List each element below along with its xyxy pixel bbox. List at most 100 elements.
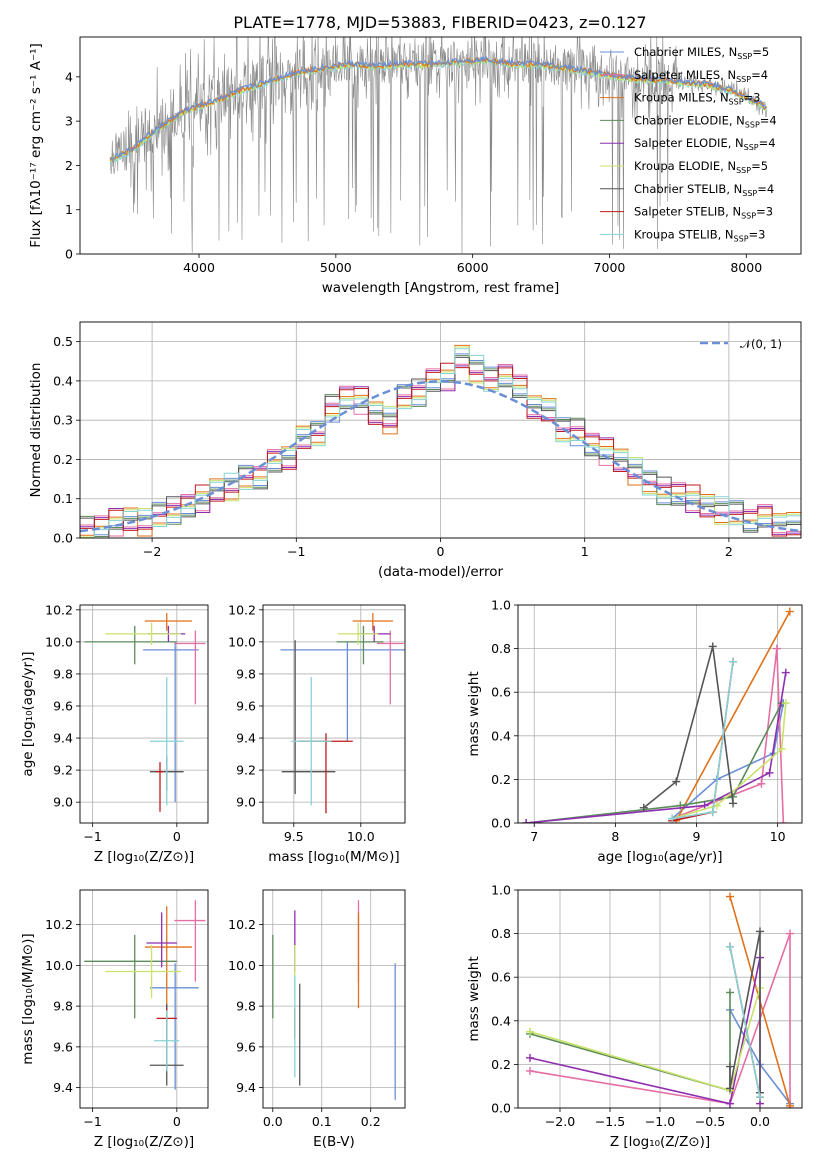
- x-tick-label: 0.0: [263, 1114, 283, 1129]
- mass-weight-line: [526, 672, 787, 823]
- x-tick-label: −1.0: [645, 1114, 675, 1129]
- legend-subscript: SSP: [745, 120, 760, 129]
- x-tick-label: −1: [287, 544, 305, 559]
- y-tick-label: 0.8: [491, 926, 511, 941]
- y-tick-label: 9.6: [53, 698, 73, 713]
- y-tick-label: 10.0: [45, 958, 73, 973]
- y-tick-label: 9.6: [53, 1039, 73, 1054]
- y-tick-label: 10.0: [228, 958, 256, 973]
- x-tick-label: 0: [437, 544, 445, 559]
- y-tick-label: 4: [65, 69, 73, 84]
- y-tick-label: 10.2: [45, 602, 73, 617]
- x-tick-label: 2: [725, 544, 733, 559]
- mass-vs-ebv-frame: [262, 889, 406, 1109]
- x-tick-label: −0.5: [695, 1114, 725, 1129]
- y-tick-label: 9.6: [236, 698, 256, 713]
- legend-count: =4: [760, 113, 777, 127]
- mass-vs-z-panel: −1 0 9.4 9.6 9.8 10.0 10.2 Z [log₁₀(Z/Z⊙)] mass …: [20, 889, 209, 1150]
- y-tick-label: 9.8: [53, 666, 73, 681]
- mass-weight-line: [675, 611, 791, 822]
- y-tick-label: 10.0: [45, 634, 73, 649]
- age-vs-mass-frame: [262, 604, 406, 824]
- x-tick-label: 5000: [320, 260, 352, 275]
- residual-legend: 𝒩(0, 1): [700, 337, 782, 351]
- y-tick-label: 9.0: [53, 795, 73, 810]
- x-tick-label: 0.2: [361, 1114, 381, 1129]
- spectrum-frame: [79, 36, 802, 255]
- mass-weight-line: [729, 946, 761, 1098]
- residual-histogram: [80, 356, 801, 538]
- mass-weight-line: [671, 703, 787, 820]
- x-axis-label: mass [log₁₀(M/M⊙)]: [268, 849, 399, 865]
- age-vs-z-frame: [79, 604, 209, 824]
- x-tick-label: −1: [83, 829, 101, 844]
- y-tick-label: 9.2: [53, 763, 73, 778]
- mass-weight-line: [526, 702, 783, 823]
- x-tick-label: 10.0: [347, 829, 375, 844]
- legend-subscript: SSP: [734, 234, 749, 243]
- mass-weight-line: [529, 987, 761, 1092]
- y-tick-label: 2: [65, 158, 73, 173]
- legend-count: =4: [757, 182, 774, 196]
- legend-count: =5: [752, 45, 769, 59]
- residuals-frame: [79, 321, 802, 539]
- mass-weight-line: [643, 646, 734, 809]
- x-axis-label: age [log₁₀(age/yr)]: [597, 849, 722, 865]
- x-tick-label: 10: [770, 829, 786, 844]
- residuals-plot-area: [80, 344, 801, 538]
- spectrum-legend: Chabrier MILES, NSSP=5 Salpeter MILES, NS…: [600, 45, 777, 243]
- figure-title: PLATE=1778, MJD=53883, FIBERID=0423, z=0…: [233, 13, 646, 32]
- y-tick-label: 9.2: [236, 763, 256, 778]
- age-vs-z-plot-area: [84, 613, 206, 812]
- weight-vs-z-frame: [517, 889, 803, 1109]
- y-tick-label: 10.2: [45, 917, 73, 932]
- legend-subscript: SSP: [737, 52, 752, 61]
- y-tick-label: 0.6: [491, 685, 511, 700]
- x-axis-label: Z [log₁₀(Z/Z⊙)]: [94, 849, 194, 865]
- x-tick-label: 9.5: [284, 829, 304, 844]
- x-axis-label: Z [log₁₀(Z/Z⊙)]: [610, 1134, 710, 1150]
- x-tick-label: 1: [581, 544, 589, 559]
- y-tick-label: 0.4: [53, 373, 73, 388]
- gaussian-curve: [80, 380, 801, 533]
- legend-subscript: SSP: [744, 143, 759, 152]
- x-axis-label: (data-model)/error: [378, 564, 504, 580]
- legend-count: =5: [751, 159, 768, 173]
- x-tick-label: 4000: [183, 260, 215, 275]
- x-tick-label: −2: [143, 544, 161, 559]
- x-tick-label: 0.0: [750, 1114, 770, 1129]
- legend-subscript: SSP: [729, 98, 744, 107]
- x-axis-label: Z [log₁₀(Z/Z⊙)]: [94, 1134, 194, 1150]
- y-tick-label: 0.8: [491, 641, 511, 656]
- y-tick-label: 0.2: [53, 452, 73, 467]
- legend-count: =4: [759, 136, 776, 150]
- spectrum-plot-area: [109, 37, 768, 254]
- age-vs-z-panel: −1 0 9.0 9.2 9.4 9.6 9.8 10.0 10.2 Z [log₁₀(Z/Z⊙)…: [20, 602, 209, 865]
- y-tick-label: 10.0: [228, 634, 256, 649]
- x-tick-label: 0.1: [312, 1114, 332, 1129]
- y-tick-label: 9.8: [236, 666, 256, 681]
- legend-count: =3: [756, 205, 773, 219]
- legend-count: =3: [744, 91, 761, 105]
- legend-entry: Salpeter MILES, NSSP=4: [634, 68, 768, 84]
- y-axis-label: age [log₁₀(age/yr)]: [20, 651, 36, 776]
- y-tick-label: 0.2: [491, 1057, 511, 1072]
- y-axis-label: mass weight: [466, 956, 482, 1041]
- mass-weight-line: [529, 957, 761, 1105]
- legend-entry: Salpeter ELODIE, NSSP=4: [634, 136, 776, 152]
- legend-entry: Chabrier STELIB, NSSP=4: [634, 182, 774, 198]
- x-tick-label: −2.0: [545, 1114, 575, 1129]
- x-tick-label: 8: [611, 829, 619, 844]
- mass-vs-z-frame: [79, 889, 209, 1109]
- x-tick-label: −1.5: [595, 1114, 625, 1129]
- y-tick-label: 1.0: [491, 598, 511, 613]
- y-tick-label: 0.6: [491, 970, 511, 985]
- y-tick-label: 9.8: [236, 999, 256, 1014]
- y-tick-label: 10.2: [228, 602, 256, 617]
- weight-vs-age-panel: 7 8 9 10 0.0 0.2 0.4 0.6 0.8 1.0 age [log₁₀(age/yr…: [466, 598, 803, 865]
- legend-subscript: SSP: [741, 212, 756, 221]
- x-tick-label: 7000: [594, 260, 626, 275]
- age-vs-mass-panel: 9.5 10.0 9.0 9.2 9.4 9.6 9.8 10.0 10.2 mass [log₁…: [228, 602, 406, 865]
- legend-entry: Chabrier MILES, NSSP=5: [634, 45, 769, 61]
